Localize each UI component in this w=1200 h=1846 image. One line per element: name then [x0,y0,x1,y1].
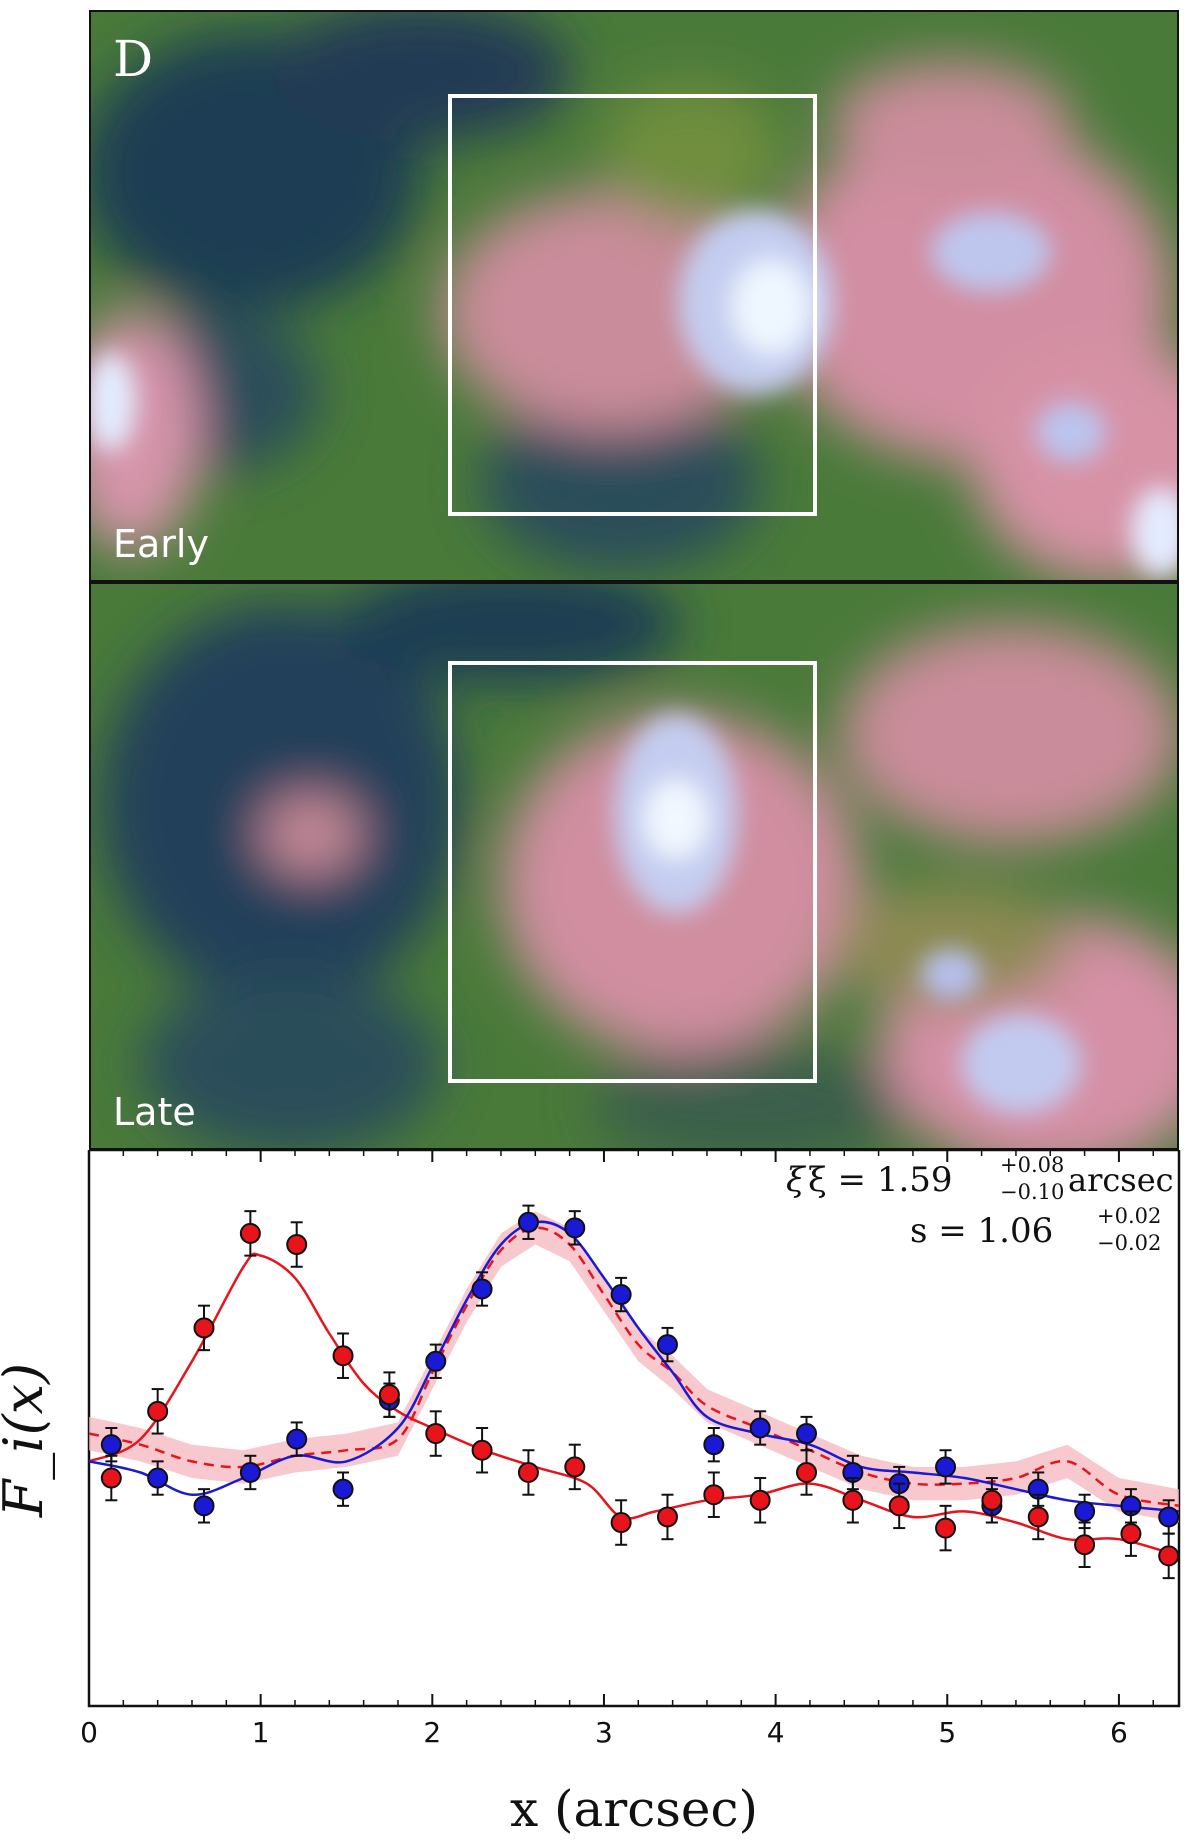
xi-sup: +0.08 [1000,1153,1064,1177]
selection-box-early [448,94,817,516]
early-data-point [1074,1534,1096,1556]
late-data-point [749,1417,771,1439]
early-data-point [147,1400,169,1422]
late-data-point [564,1217,586,1239]
model-uncertainty-band [89,1211,1179,1523]
late-data-point [286,1428,308,1450]
early-data-point [286,1234,308,1256]
xi-value: ξ = 1.59 [808,1160,953,1200]
xi-symbol: ξ [786,1160,807,1200]
s-value: s = 1.06 [910,1211,1053,1251]
early-data-point [517,1461,539,1483]
early-data-point [332,1345,354,1367]
early-data-point [471,1439,493,1461]
data-points-layer [100,1204,1180,1580]
y-axis-label-text: F_i(x) [0,1363,55,1518]
x-tick-label: 2 [423,1716,441,1749]
late-data-point [935,1456,957,1478]
early-data-point [888,1495,910,1517]
early-data-point [1120,1523,1142,1545]
late-data-point [425,1350,447,1372]
early-data-point [981,1489,1003,1511]
x-tick-label: 5 [938,1716,956,1749]
early-data-point [796,1461,818,1483]
early-data-point [378,1384,400,1406]
early-data-point [239,1222,261,1244]
late-label: Late [113,1090,196,1134]
late-data-point [517,1211,539,1233]
s-annotation: s = 1.06 +0.02 −0.02 [910,1204,1161,1255]
late-data-point [656,1334,678,1356]
late-image [91,584,1177,1148]
x-tick-label: 1 [252,1716,270,1749]
early-data-point [425,1423,447,1445]
early-data-point [1158,1545,1180,1567]
xi-unit: arcsec [1068,1161,1174,1199]
early-data-point [656,1506,678,1528]
late-data-point [100,1434,122,1456]
early-data-point [610,1512,632,1534]
selection-box-late [448,661,817,1083]
early-image [91,12,1177,580]
late-data-point [471,1278,493,1300]
x-tick-label: 4 [767,1716,785,1749]
late-data-point [147,1467,169,1489]
xi-annotation: ξ ξ = 1.59 +0.08 −0.10 arcsec [786,1153,1174,1204]
late-data-point [193,1495,215,1517]
late-data-point [1074,1500,1096,1522]
late-data-point [703,1434,725,1456]
xi-sub: −0.10 [1000,1180,1064,1204]
s-sub: −0.02 [1097,1231,1161,1255]
late-data-point [239,1461,261,1483]
s-sup: +0.02 [1097,1204,1161,1228]
x-axis-label: x (arcsec) [510,1780,758,1838]
early-data-point [842,1489,864,1511]
plot-frame [87,1150,1181,1708]
early-data-point [935,1517,957,1539]
late-data-point [796,1423,818,1445]
model-band-layer [89,1211,1179,1523]
early-image-panel: D Early [89,10,1179,582]
early-label: Early [113,522,209,566]
y-axis-label: F_i(x) [0,1363,55,1518]
early-data-point [564,1456,586,1478]
late-data-point [1158,1506,1180,1528]
early-data-point [703,1484,725,1506]
late-data-point [610,1284,632,1306]
early-data-point [193,1317,215,1339]
early-data-point [100,1467,122,1489]
x-tick-label: 3 [595,1716,613,1749]
late-data-point [332,1478,354,1500]
late-image-panel: Late [89,582,1179,1150]
early-data-point [1027,1506,1049,1528]
x-tick-label: 6 [1110,1716,1128,1749]
axis-ticks-layer: 0 1 2 3 4 5 6 [80,1150,1155,1749]
x-tick-label: 0 [80,1716,98,1749]
panel-letter: D [113,30,154,88]
flux-profile-plot: 0 1 2 3 4 5 6 ξ ξ = 1.59 +0.08 −0.10 arcsec s … [0,1150,1181,1838]
early-data-point [749,1489,771,1511]
